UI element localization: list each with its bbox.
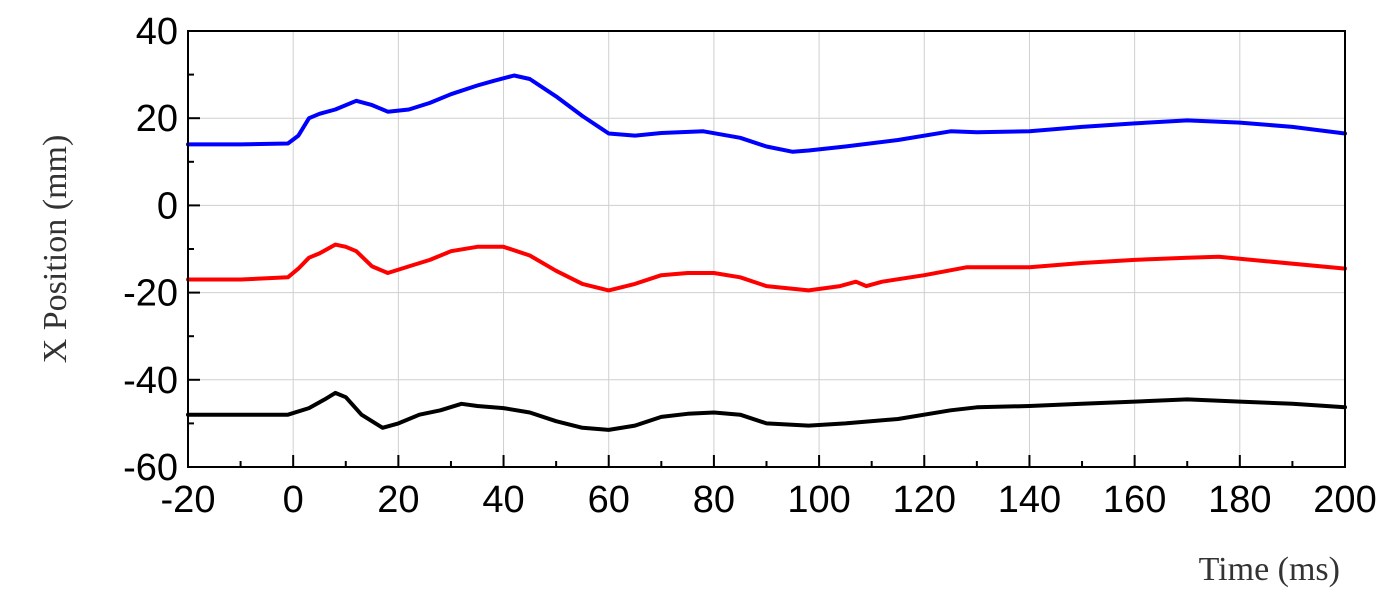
x-tick-labels: -20 0 20 40 60 80 100 120 140 160 180 200	[161, 479, 1377, 521]
y-tick-label: 20	[136, 98, 178, 140]
x-tick-label: 60	[588, 479, 630, 521]
y-axis-title: X Position (mm)	[37, 135, 74, 364]
x-tick-label: 180	[1208, 479, 1271, 521]
x-axis-title: Time (ms)	[1199, 551, 1340, 588]
series-line-2	[186, 242, 1347, 293]
x-tick-label: 160	[1103, 479, 1166, 521]
series-line-1	[186, 73, 1347, 154]
x-tick-label: 0	[283, 479, 304, 521]
x-tick-label: 200	[1313, 479, 1376, 521]
series-lines	[186, 73, 1347, 432]
y-tick-labels: -60 -40 -20 0 20 40	[123, 11, 178, 489]
series-line-3	[186, 390, 1347, 432]
x-tick-label: 20	[377, 479, 419, 521]
y-tick-label: -20	[123, 273, 178, 315]
x-tick-label: 140	[998, 479, 1061, 521]
x-tick-label: 40	[482, 479, 524, 521]
y-tick-label: 40	[136, 11, 178, 53]
y-tick-label: 0	[157, 185, 178, 227]
x-tick-label: 120	[893, 479, 956, 521]
x-tick-label: 80	[693, 479, 735, 521]
axis-ticks	[187, 30, 1346, 468]
y-tick-label: -60	[123, 447, 178, 489]
x-tick-label: -20	[161, 479, 216, 521]
x-tick-label: 100	[787, 479, 850, 521]
y-tick-label: -40	[123, 360, 178, 402]
